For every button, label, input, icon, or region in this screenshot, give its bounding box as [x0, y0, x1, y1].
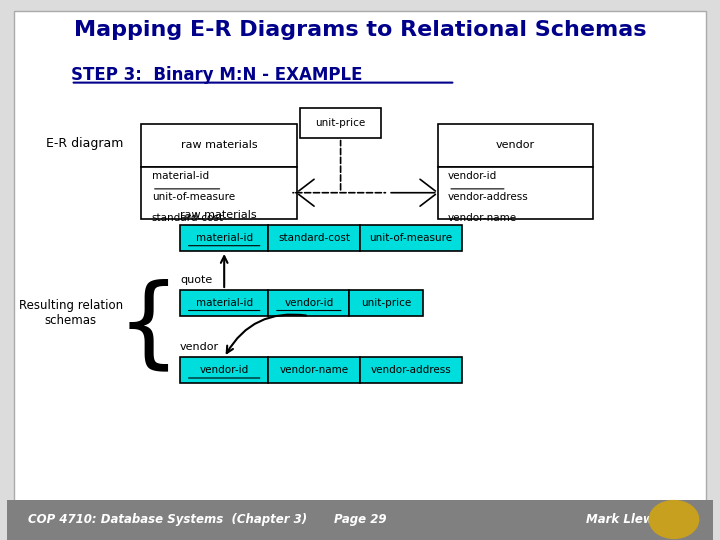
- Text: vendor-address: vendor-address: [371, 366, 451, 375]
- Text: standard-cost: standard-cost: [278, 233, 350, 243]
- FancyBboxPatch shape: [360, 225, 462, 251]
- Text: unit-of-measure: unit-of-measure: [369, 233, 453, 243]
- Text: vendor-id: vendor-id: [199, 366, 249, 375]
- Text: material-id: material-id: [196, 233, 253, 243]
- FancyBboxPatch shape: [180, 357, 269, 383]
- Text: Resulting relation
schemas: Resulting relation schemas: [19, 299, 123, 327]
- FancyBboxPatch shape: [180, 225, 269, 251]
- FancyBboxPatch shape: [300, 108, 381, 138]
- Text: Mapping E-R Diagrams to Relational Schemas: Mapping E-R Diagrams to Relational Schem…: [73, 19, 647, 40]
- Text: raw materials: raw materials: [180, 210, 257, 220]
- Text: Page 29: Page 29: [334, 513, 386, 526]
- Text: unit-price: unit-price: [361, 298, 412, 308]
- FancyBboxPatch shape: [269, 357, 360, 383]
- FancyBboxPatch shape: [349, 290, 423, 316]
- Text: vendor: vendor: [495, 140, 535, 151]
- Text: vendor-name: vendor-name: [448, 213, 517, 223]
- Text: COP 4710: Database Systems  (Chapter 3): COP 4710: Database Systems (Chapter 3): [28, 513, 307, 526]
- Text: unit-price: unit-price: [315, 118, 366, 128]
- Text: {: {: [117, 278, 180, 375]
- FancyBboxPatch shape: [269, 225, 360, 251]
- Text: material-id: material-id: [152, 171, 209, 181]
- FancyBboxPatch shape: [438, 167, 593, 219]
- Text: Mark Llewellyn: Mark Llewellyn: [586, 513, 685, 526]
- Text: raw materials: raw materials: [181, 140, 257, 151]
- Text: unit-of-measure: unit-of-measure: [152, 192, 235, 201]
- Text: vendor-id: vendor-id: [448, 171, 498, 181]
- FancyBboxPatch shape: [438, 124, 593, 167]
- Text: standard-cost: standard-cost: [152, 213, 224, 223]
- FancyBboxPatch shape: [141, 124, 297, 167]
- FancyBboxPatch shape: [269, 290, 349, 316]
- Text: vendor-name: vendor-name: [279, 366, 348, 375]
- Text: quote: quote: [180, 274, 212, 285]
- FancyBboxPatch shape: [180, 290, 269, 316]
- Text: STEP 3:  Binary M:N - EXAMPLE: STEP 3: Binary M:N - EXAMPLE: [71, 65, 362, 84]
- Circle shape: [649, 501, 698, 538]
- Text: vendor-id: vendor-id: [284, 298, 333, 308]
- FancyBboxPatch shape: [14, 11, 706, 502]
- Text: vendor-address: vendor-address: [448, 192, 529, 201]
- Text: vendor: vendor: [180, 342, 219, 352]
- FancyBboxPatch shape: [360, 357, 462, 383]
- Text: material-id: material-id: [196, 298, 253, 308]
- FancyBboxPatch shape: [7, 500, 713, 540]
- FancyBboxPatch shape: [141, 167, 297, 219]
- Text: E-R diagram: E-R diagram: [46, 137, 123, 150]
